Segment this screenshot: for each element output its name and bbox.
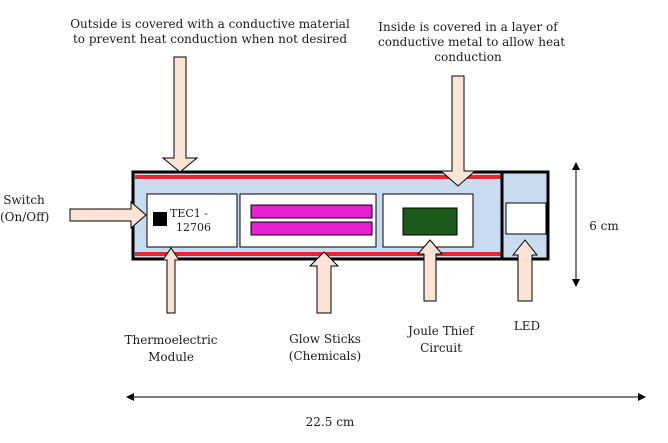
joule-arrow bbox=[416, 239, 444, 302]
switch-label-line2: (On/Off) bbox=[0, 210, 50, 224]
thermo-arrow bbox=[162, 247, 180, 314]
glow-stick-1 bbox=[250, 204, 373, 219]
joule-label-line1: Joule Thief bbox=[408, 324, 474, 338]
thermo-label-line2: Module bbox=[148, 350, 194, 364]
height-arrowhead-top bbox=[572, 162, 580, 170]
switch-arrow bbox=[69, 200, 147, 230]
glow-label: Glow Sticks (Chemicals) bbox=[275, 331, 375, 365]
outside-annotation-line1: Outside is covered with a conductive mat… bbox=[70, 17, 350, 31]
glow-arrow bbox=[308, 251, 340, 314]
inside-annotation-line2: conductive metal to allow heat bbox=[378, 35, 566, 49]
outside-annotation-line2: to prevent heat conduction when not desi… bbox=[72, 32, 347, 46]
switch-label-line1: Switch bbox=[3, 193, 45, 207]
inside-annotation-line3: conduction bbox=[434, 50, 502, 64]
tec-label: TEC1 - 12706 bbox=[170, 207, 220, 235]
inside-annotation: Inside is covered in a layer of conducti… bbox=[378, 20, 566, 65]
inside-annotation-line1: Inside is covered in a layer of bbox=[378, 20, 558, 34]
glow-stick-2 bbox=[250, 221, 373, 236]
height-arrowhead-bottom bbox=[572, 279, 580, 287]
inside-layer-arrow bbox=[439, 75, 477, 187]
height-dimension-label: 6 cm bbox=[589, 219, 619, 233]
length-arrowhead-left bbox=[126, 393, 134, 401]
length-arrowhead-right bbox=[638, 393, 646, 401]
joule-label-line2: Circuit bbox=[420, 341, 462, 355]
tec-label-line1: TEC1 - bbox=[170, 207, 208, 220]
glow-sticks-box bbox=[239, 193, 377, 248]
thermo-label-line1: Thermoelectric bbox=[124, 333, 218, 347]
led-arrow bbox=[511, 239, 539, 302]
glow-label-line1: Glow Sticks bbox=[289, 332, 361, 346]
joule-label: Joule Thief Circuit bbox=[398, 323, 484, 357]
led-label: LED bbox=[513, 319, 541, 333]
switch-label: Switch (On/Off) bbox=[0, 192, 50, 226]
outside-layer-arrow bbox=[161, 56, 199, 173]
tec-chip bbox=[153, 212, 167, 226]
tec-label-line2: 12706 bbox=[176, 221, 211, 234]
length-dimension-label: 22.5 cm bbox=[305, 415, 355, 429]
led-box bbox=[505, 202, 547, 235]
circuit-board bbox=[402, 207, 458, 236]
thermo-label: Thermoelectric Module bbox=[116, 332, 226, 366]
glow-label-line2: (Chemicals) bbox=[288, 349, 362, 363]
outside-annotation: Outside is covered with a conductive mat… bbox=[60, 17, 360, 47]
